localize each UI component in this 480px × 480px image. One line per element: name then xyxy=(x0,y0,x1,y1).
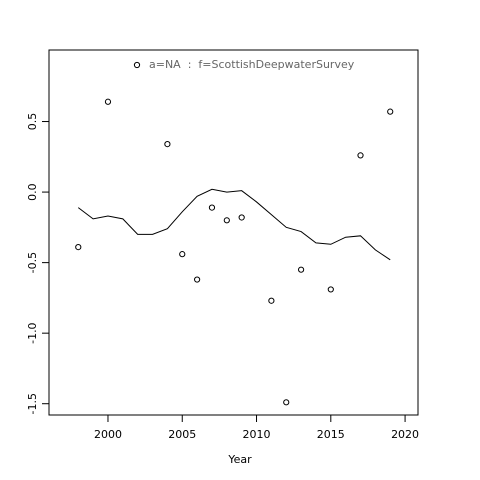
legend-marker xyxy=(133,61,141,69)
y-tick-label: -1.0 xyxy=(26,322,39,343)
point xyxy=(357,152,364,159)
x-tick-label: 2010 xyxy=(243,428,271,441)
point xyxy=(238,214,245,221)
y-tick-label: -0.5 xyxy=(26,252,39,273)
point xyxy=(223,217,230,224)
point xyxy=(75,244,82,251)
point xyxy=(208,204,216,211)
point xyxy=(194,276,201,283)
point xyxy=(268,297,275,304)
point xyxy=(297,266,305,273)
x-tick-label: 2020 xyxy=(391,428,419,441)
y-tick-label: -1.5 xyxy=(26,393,39,414)
point xyxy=(387,108,394,115)
x-tick-label: 2005 xyxy=(168,428,196,441)
y-tick-label: 0.5 xyxy=(26,113,39,130)
point xyxy=(283,399,290,406)
point xyxy=(327,286,334,293)
point xyxy=(164,141,171,148)
x-tick-label: 2015 xyxy=(317,428,345,441)
trend-line xyxy=(77,188,391,261)
y-tick-label: 0.0 xyxy=(26,183,39,201)
plot-frame xyxy=(48,49,419,416)
x-axis-label: Year xyxy=(227,453,252,466)
x-tick-label: 2000 xyxy=(94,428,122,441)
point xyxy=(104,98,112,105)
point xyxy=(179,251,186,258)
legend-label: a=NA : f=ScottishDeepwaterSurvey xyxy=(149,58,355,71)
